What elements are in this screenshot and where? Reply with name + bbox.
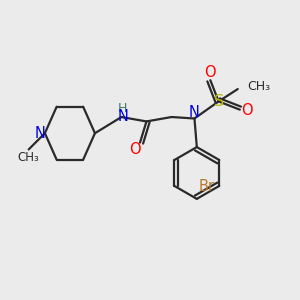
Text: S: S (214, 94, 224, 109)
Text: N: N (118, 109, 128, 124)
Text: CH₃: CH₃ (247, 80, 270, 93)
Text: O: O (242, 103, 253, 118)
Text: N: N (189, 104, 200, 119)
Text: Br: Br (199, 179, 215, 194)
Text: N: N (34, 126, 45, 141)
Text: H: H (118, 102, 128, 115)
Text: O: O (129, 142, 140, 157)
Text: O: O (204, 65, 216, 80)
Text: CH₃: CH₃ (18, 151, 40, 164)
